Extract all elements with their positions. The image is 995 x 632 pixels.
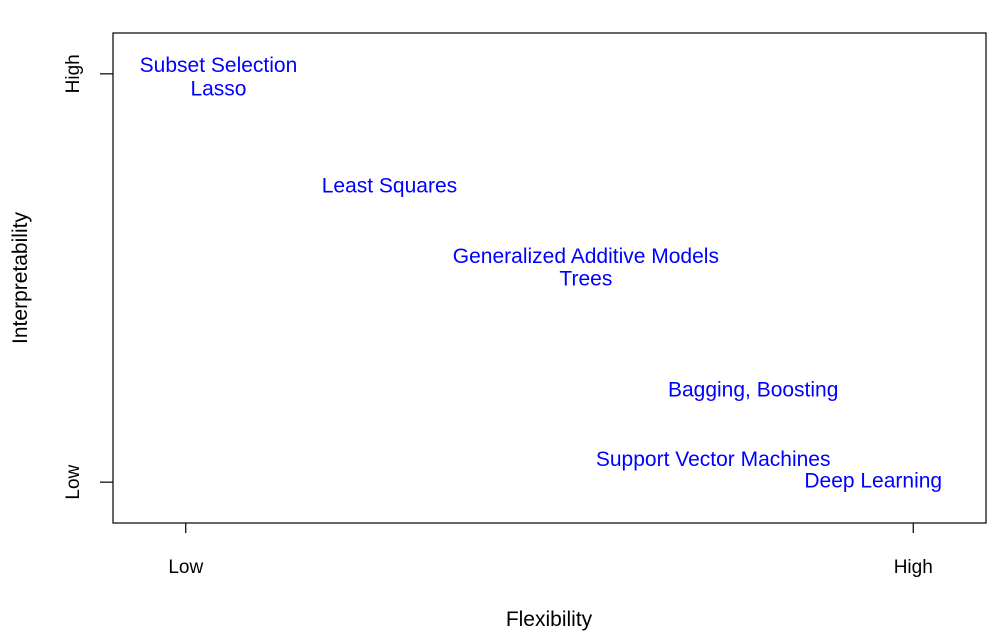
point-label: Support Vector Machines [596,448,831,471]
point-label: Bagging, Boosting [668,378,838,401]
x-axis-title: Flexibility [506,608,593,631]
plot-frame [112,32,987,524]
point-label: Generalized Additive Models [453,245,719,268]
point-label: Deep Learning [804,469,942,492]
y-tick-label: High [63,54,84,93]
x-axis: Low High [168,523,933,578]
x-tick-label: High [894,557,933,578]
y-axis-title: Interpretability [9,212,32,344]
y-axis: Low High [63,54,113,500]
x-tick-label: Low [168,557,203,578]
point-label: Subset Selection [140,54,298,77]
y-tick-label: Low [63,464,84,499]
point-label: Trees [559,267,612,290]
point-label: Lasso [190,77,246,100]
point-label: Least Squares [322,175,457,198]
